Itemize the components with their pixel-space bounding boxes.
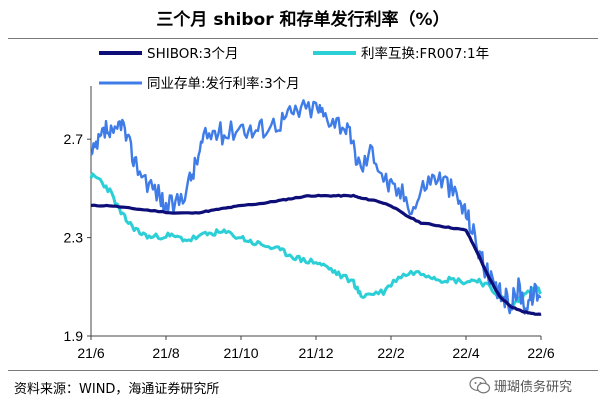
source-note: 资料来源：WIND，海通证券研究所 [14, 382, 220, 397]
x-tick-label: 21/6 [77, 345, 104, 361]
y-tick-label: 2.3 [64, 230, 84, 246]
legend-label: 同业存单:发行利率:3个月 [147, 75, 300, 92]
series-line [90, 99, 542, 315]
line-chart: 1.9 2.3 2.7 21/6 21/8 21/10 21/12 22/2 22/4 22/6 S… [64, 45, 555, 361]
legend-label: SHIBOR:3个月 [147, 46, 238, 62]
x-tick-label: 21/8 [152, 345, 179, 361]
series-line [89, 172, 542, 308]
y-tick-label: 2.7 [64, 131, 84, 147]
footer-divider [8, 370, 598, 371]
y-tick-label: 1.9 [64, 328, 84, 344]
x-tick-label: 22/4 [452, 345, 479, 361]
x-tick-label: 21/10 [223, 345, 258, 361]
x-tick-label: 21/12 [298, 345, 333, 361]
x-tick-label: 22/2 [377, 345, 404, 361]
x-tick-label: 22/6 [527, 345, 554, 361]
series-line [90, 193, 542, 316]
legend-label: 利率互换:FR007:1年 [361, 45, 489, 62]
title-divider [8, 38, 598, 39]
wechat-watermark: 珊瑚债务研究 [468, 374, 604, 396]
wechat-icon [469, 376, 491, 394]
chart-title: 三个月 shibor 和存单发行利率（%） [156, 10, 450, 30]
watermark-text: 珊瑚债务研究 [494, 380, 573, 395]
